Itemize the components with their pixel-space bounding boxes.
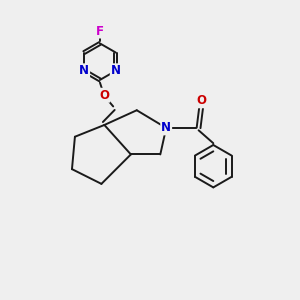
Text: F: F (96, 25, 104, 38)
Text: N: N (79, 64, 89, 77)
Text: N: N (161, 122, 171, 134)
Text: O: O (196, 94, 206, 107)
Text: N: N (111, 64, 121, 77)
Text: O: O (99, 89, 110, 102)
